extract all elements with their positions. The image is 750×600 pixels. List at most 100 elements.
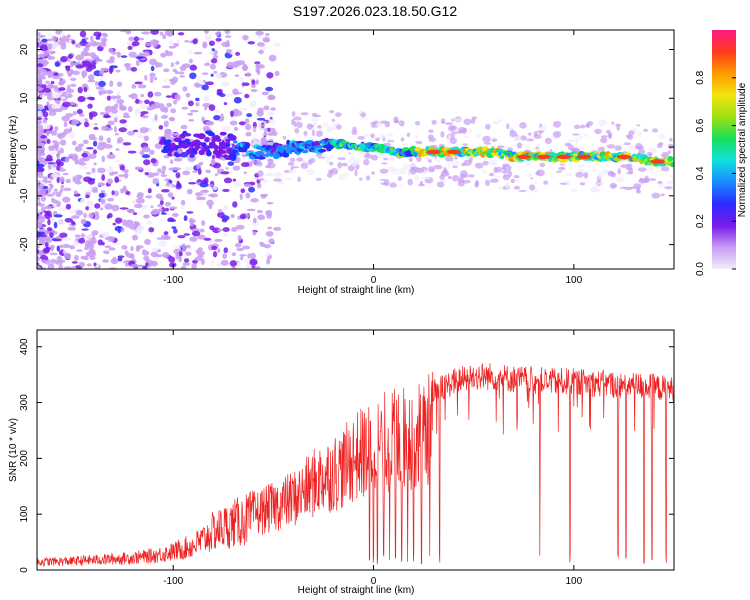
noise-blob xyxy=(37,91,40,97)
noise-blob xyxy=(447,134,452,140)
noise-blob xyxy=(433,164,443,170)
noise-blob xyxy=(84,234,93,239)
noise-blob xyxy=(129,223,136,230)
noise-blob xyxy=(211,154,216,160)
noise-blob xyxy=(491,138,498,143)
noise-blob xyxy=(257,107,264,114)
noise-blob xyxy=(197,168,202,175)
noise-blob xyxy=(617,168,622,175)
noise-blob xyxy=(94,211,99,217)
spectrogram-ytick-label: 10 xyxy=(19,92,30,104)
noise-blob xyxy=(260,121,268,124)
noise-blob xyxy=(225,35,232,38)
noise-blob xyxy=(131,84,137,89)
noise-blob xyxy=(111,51,117,55)
noise-blob xyxy=(225,48,232,54)
noise-blob xyxy=(86,147,94,150)
spectrogram-frame xyxy=(36,29,675,270)
noise-blob xyxy=(559,182,568,185)
noise-blob xyxy=(210,73,214,77)
noise-blob xyxy=(49,244,55,249)
noise-blob xyxy=(189,109,199,113)
noise-blob xyxy=(47,83,54,89)
noise-blob xyxy=(183,233,191,236)
noise-blob xyxy=(220,259,229,266)
noise-blob xyxy=(219,93,226,98)
noise-blob xyxy=(598,119,608,126)
noise-blob xyxy=(660,193,665,197)
snr-ylabel: SNR (10 * v/v) xyxy=(8,418,19,482)
noise-blob xyxy=(37,138,43,141)
noise-blob xyxy=(231,252,237,257)
noise-blob xyxy=(137,84,147,89)
noise-blob xyxy=(222,227,230,232)
noise-blob xyxy=(45,130,55,134)
noise-blob xyxy=(134,108,141,115)
noise-blob xyxy=(132,234,139,241)
noise-blob xyxy=(55,191,62,198)
noise-blob xyxy=(214,238,223,242)
noise-blob xyxy=(140,93,145,98)
noise-blob xyxy=(415,168,425,174)
noise-blob xyxy=(61,101,71,108)
noise-blob xyxy=(232,108,240,114)
noise-blob xyxy=(37,167,45,173)
noise-blob xyxy=(87,153,97,159)
noise-blob xyxy=(53,214,63,218)
noise-blob xyxy=(263,128,269,136)
ridge-blob xyxy=(207,132,215,137)
noise-blob xyxy=(458,177,465,184)
noise-blob xyxy=(37,249,40,254)
noise-blob xyxy=(38,92,44,96)
noise-blob xyxy=(83,212,87,219)
noise-blob xyxy=(106,59,115,64)
noise-blob xyxy=(67,226,77,231)
noise-blob xyxy=(91,237,97,245)
noise-blob xyxy=(436,159,441,163)
noise-blob xyxy=(261,91,269,96)
noise-blob xyxy=(128,94,136,98)
ridge-blob xyxy=(257,156,266,160)
noise-blob xyxy=(459,173,468,179)
noise-blob xyxy=(159,196,164,202)
noise-blob xyxy=(171,226,177,229)
noise-blob xyxy=(142,265,148,269)
ridge-blob xyxy=(667,155,674,162)
noise-blob xyxy=(341,162,348,167)
noise-blob xyxy=(107,127,113,131)
noise-blob xyxy=(47,218,51,226)
noise-blob xyxy=(140,111,149,115)
noise-blob xyxy=(126,209,135,213)
noise-blob xyxy=(183,258,190,263)
noise-blob xyxy=(86,96,95,100)
noise-blob xyxy=(265,141,274,146)
noise-blob xyxy=(240,188,246,194)
noise-blob xyxy=(178,71,185,75)
noise-blob xyxy=(120,105,127,111)
noise-blob xyxy=(342,173,350,177)
noise-blob xyxy=(431,119,437,125)
noise-blob xyxy=(136,225,145,232)
noise-blob xyxy=(406,132,411,138)
noise-blob xyxy=(134,81,143,85)
noise-blob xyxy=(329,161,334,166)
noise-blob xyxy=(59,188,63,193)
ridge-blob xyxy=(215,138,222,142)
noise-blob xyxy=(56,150,61,156)
noise-blob xyxy=(58,87,66,91)
ridge-blob xyxy=(171,132,180,136)
snr-panel: -100 0 100 0 100 200 300 400 Height of straight… xyxy=(8,329,675,596)
noise-blob xyxy=(45,80,50,85)
noise-blob xyxy=(197,234,206,240)
noise-blob xyxy=(189,64,198,71)
noise-blob xyxy=(263,105,270,111)
noise-blob xyxy=(460,162,467,167)
noise-blob xyxy=(80,255,88,260)
noise-blob xyxy=(82,139,89,145)
noise-blob xyxy=(59,147,64,154)
noise-blob xyxy=(265,231,274,237)
noise-blob xyxy=(108,247,116,251)
noise-blob xyxy=(188,181,197,185)
noise-blob xyxy=(42,87,52,93)
noise-blob xyxy=(250,88,258,93)
